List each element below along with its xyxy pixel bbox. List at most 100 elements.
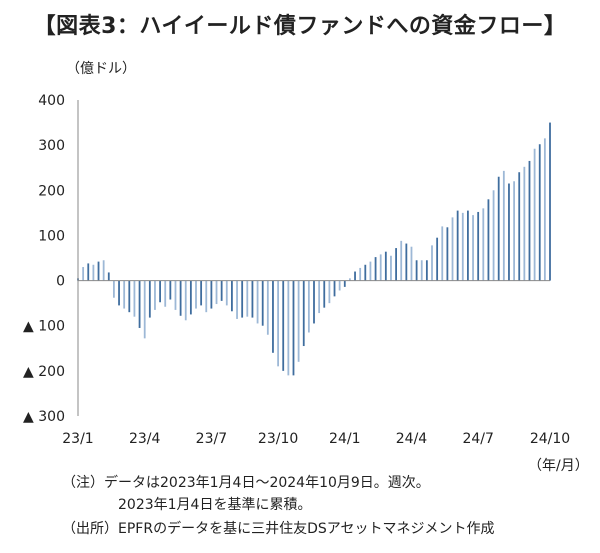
bar [128,280,131,313]
bar [138,280,141,328]
y-tick-label: ▲ 300 [23,409,65,425]
bar [518,172,521,281]
bar [477,211,480,281]
x-tick-label: 23/1 [62,431,93,447]
bar [154,280,156,310]
y-tick-label: 200 [38,183,65,199]
bar [297,280,300,362]
bar [307,280,310,333]
bar [456,210,459,281]
bar [282,280,285,371]
note-source: （出所）EPFRのデータを基に三井住友DSアセットマネジメント作成 [62,521,495,537]
bar [113,280,115,298]
bar [492,190,495,281]
bar [272,280,274,353]
bar [225,280,228,306]
bar [313,280,315,324]
bar [395,248,397,281]
bar [338,280,341,291]
bar [87,263,90,281]
bar [251,280,254,318]
x-unit-label: （年/月） [528,458,589,474]
bar [543,138,546,281]
bar [359,267,362,281]
bar [236,280,238,319]
bar [446,227,449,281]
bar [169,280,172,300]
x-tick-labels: 23/1 23/4 23/7 23/10 24/1 24/4 24/7 24/10 [62,431,570,447]
bar [92,264,95,281]
bar [508,183,510,281]
bar [195,280,197,309]
bar [287,280,290,376]
bar [405,243,408,281]
x-tick-label: 24/7 [462,431,493,447]
x-tick-label: 23/7 [196,431,227,447]
bar [497,176,500,281]
bar [379,254,382,281]
bar [349,278,351,281]
bar [256,280,259,324]
bar [205,280,208,313]
bar [323,280,326,308]
x-tick-label: 23/10 [258,431,298,447]
x-tick-label: 24/1 [329,431,360,447]
y-tick-label: 300 [38,138,65,154]
bar [482,208,485,281]
y-tick-label: 400 [38,93,65,109]
chart-title: 【図表3：ハイイールド債ファンドへの資金フロー】 [33,14,567,39]
y-tick-label: 0 [56,274,65,290]
note-period: （注）データは2023年1月4日～2024年10月9日。週次。 [62,475,430,491]
bar [528,160,531,281]
bar [159,280,161,303]
x-tick-label: 24/10 [530,431,570,447]
bar [461,212,464,281]
bar [318,280,321,314]
bar [538,144,541,281]
bar [164,280,167,307]
bar [200,280,203,306]
bar [472,215,474,281]
bar [179,280,182,316]
bar [277,280,279,367]
bar [420,260,423,281]
bar [123,280,126,309]
bar [523,166,526,281]
bar [210,280,213,309]
bar [390,255,392,281]
bar [133,280,136,317]
y-tick-label: 100 [38,228,65,244]
bar [436,237,439,281]
bar [266,280,269,335]
bar [220,280,223,301]
bar [143,280,146,339]
bar [184,280,187,321]
bar [328,280,331,304]
bar [97,261,100,281]
bar [82,267,85,281]
bar [241,280,244,318]
bar [261,280,264,326]
bar [343,280,346,287]
bar [148,280,151,318]
bar [533,148,536,281]
bar [118,280,120,306]
y-tick-labels: 400 300 200 100 0 ▲ 100 ▲ 200 ▲ 300 [23,93,65,425]
bar [302,280,305,347]
bar [549,122,551,281]
bar [467,210,469,281]
x-tick-label: 23/4 [129,431,161,447]
bar [374,257,377,281]
bar [502,170,505,281]
bar [441,226,444,281]
bar [354,271,356,281]
bar [292,280,295,376]
y-tick-label: ▲ 100 [23,319,65,335]
bar [369,261,372,281]
bar [384,251,387,281]
bar [415,260,418,281]
bar [410,246,413,281]
bar [215,280,218,305]
bar [246,280,249,317]
